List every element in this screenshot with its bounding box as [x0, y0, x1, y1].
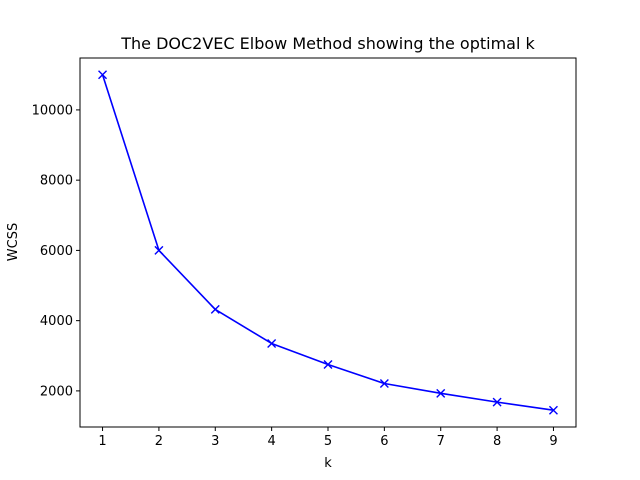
x-tick-label: 7 — [437, 434, 445, 449]
x-tick-label: 2 — [155, 434, 163, 449]
y-tick-label: 2000 — [40, 384, 73, 399]
x-tick-label: 5 — [324, 434, 332, 449]
x-tick-label: 6 — [380, 434, 388, 449]
x-tick-label: 1 — [98, 434, 106, 449]
x-tick-label: 8 — [493, 434, 501, 449]
y-axis: 2000 4000 6000 8000 10000 — [32, 103, 80, 399]
plot-area — [79, 57, 577, 428]
x-tick-label: 9 — [549, 434, 557, 449]
data-point-marker — [210, 304, 220, 314]
data-point-marker — [548, 405, 558, 415]
y-axis-label: WCSS — [6, 223, 21, 261]
y-tick-label: 8000 — [40, 174, 73, 189]
data-point-marker — [379, 379, 389, 389]
data-point-marker — [436, 388, 446, 398]
y-tick-label: 4000 — [40, 314, 73, 329]
data-point-marker — [323, 360, 333, 370]
series-group — [98, 70, 558, 415]
series-line — [101, 74, 554, 412]
x-axis: 1 2 3 4 5 6 7 8 9 — [98, 427, 558, 449]
y-tick-label: 6000 — [40, 244, 73, 259]
data-point-marker — [492, 397, 502, 407]
data-point-marker — [267, 338, 277, 348]
data-point-marker — [98, 70, 108, 80]
x-axis-label: k — [324, 456, 332, 471]
y-tick-label: 10000 — [32, 103, 73, 118]
x-tick-label: 3 — [211, 434, 219, 449]
x-tick-label: 4 — [267, 434, 275, 449]
chart-title: The DOC2VEC Elbow Method showing the opt… — [120, 34, 535, 53]
data-point-marker — [154, 245, 164, 255]
